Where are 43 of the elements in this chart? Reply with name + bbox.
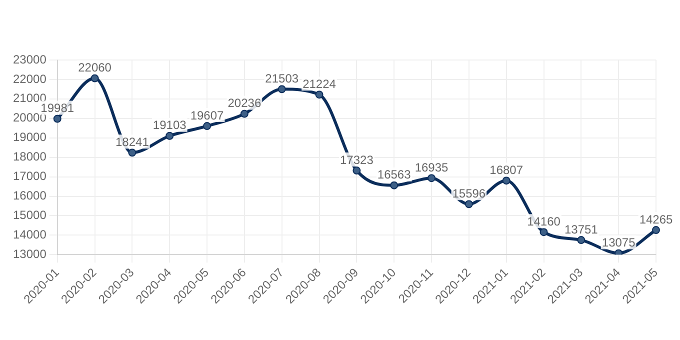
point xyxy=(390,181,398,190)
point xyxy=(128,148,136,157)
data-label: 16935 xyxy=(414,160,449,174)
point xyxy=(652,226,660,234)
y-tick-label: 18000 xyxy=(12,150,47,164)
point xyxy=(315,90,324,99)
data-label: 13751 xyxy=(564,222,598,236)
data-label: 14160 xyxy=(527,214,561,228)
point xyxy=(428,174,436,182)
data-label: 19607 xyxy=(190,108,224,122)
data-label: 15596 xyxy=(452,186,486,200)
data-label: 19103 xyxy=(152,118,187,132)
data-label: 17323 xyxy=(340,152,374,167)
data-label: 16807 xyxy=(490,162,524,177)
data-label: 18241 xyxy=(116,134,150,149)
y-tick-label: 13000 xyxy=(12,246,47,261)
point xyxy=(464,200,473,208)
point xyxy=(540,228,548,236)
point xyxy=(203,122,212,130)
point xyxy=(278,85,286,94)
data-label: 14265 xyxy=(639,212,674,226)
point xyxy=(166,132,174,140)
point xyxy=(614,249,623,255)
point xyxy=(577,236,586,244)
y-tick-label: 23000 xyxy=(12,52,47,66)
y-tick-label: 19000 xyxy=(12,130,47,144)
y-tick-label: 15000 xyxy=(12,208,47,222)
point xyxy=(502,176,510,185)
data-label: 22060 xyxy=(78,60,112,75)
point xyxy=(240,110,248,118)
y-tick-label: 22000 xyxy=(12,72,47,86)
data-label: 21503 xyxy=(265,71,299,86)
point xyxy=(90,74,99,82)
data-label: 16563 xyxy=(377,168,412,182)
y-tick-label: 17000 xyxy=(12,169,47,184)
point xyxy=(352,166,361,175)
data-label: 19981 xyxy=(40,101,74,116)
y-tick-label: 14000 xyxy=(12,228,47,242)
y-tick-label: 16000 xyxy=(12,188,47,203)
data-label: 21224 xyxy=(302,76,336,91)
data-label: 20236 xyxy=(228,96,262,110)
point xyxy=(53,114,62,123)
data-label: 13075 xyxy=(602,236,636,250)
